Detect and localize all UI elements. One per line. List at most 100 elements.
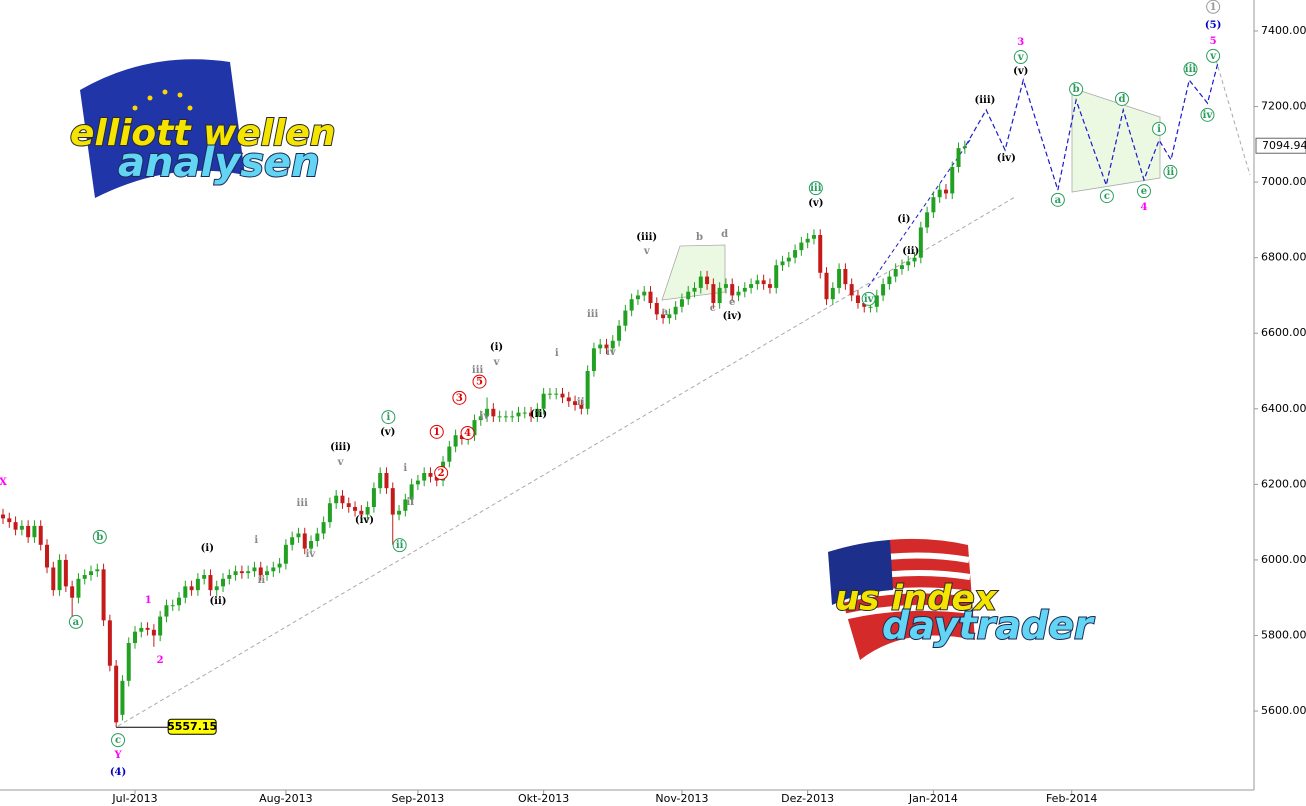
wave-label: ii xyxy=(396,540,404,551)
wave-label: 3 xyxy=(456,393,463,404)
candle-body xyxy=(899,265,904,270)
last-price-box xyxy=(1255,137,1306,154)
wave-label: i xyxy=(555,348,559,359)
candle-body xyxy=(497,416,502,418)
label-circle xyxy=(808,181,823,196)
candle-body xyxy=(409,484,414,500)
wave-label: (v) xyxy=(808,198,823,209)
label-circle xyxy=(1136,184,1151,199)
candle-body xyxy=(918,227,923,258)
wave-label: 4 xyxy=(1141,202,1148,213)
candle-body xyxy=(793,250,798,258)
y-tick-label: 6800.00 xyxy=(1261,251,1306,264)
label-circle xyxy=(392,538,407,553)
wave-label: X xyxy=(0,477,7,488)
candle-body xyxy=(415,480,420,485)
trend-line xyxy=(117,196,1016,727)
wave-label: i xyxy=(254,535,258,546)
label-circle xyxy=(861,291,876,306)
candle-body xyxy=(296,533,301,538)
wave-label: (4) xyxy=(110,767,126,778)
logo-text: elliott wellen xyxy=(70,113,336,154)
candle-body xyxy=(227,575,232,579)
candle-body xyxy=(522,412,527,414)
label-circle xyxy=(1152,121,1167,136)
wave-label: (iii) xyxy=(975,95,996,106)
logo-text: analysen xyxy=(118,140,320,186)
wave-label: (iii) xyxy=(636,232,657,243)
candle-body xyxy=(32,525,37,538)
wave-label: v xyxy=(1017,52,1025,63)
candle-body xyxy=(824,272,829,300)
candle-body xyxy=(912,257,917,262)
wave-label: (iv) xyxy=(723,311,742,322)
candle-body xyxy=(648,291,653,304)
candle-body xyxy=(950,166,955,194)
candle-body xyxy=(195,578,200,591)
candle-body xyxy=(7,518,12,523)
label-circle xyxy=(1099,189,1114,204)
candle-body xyxy=(139,627,144,632)
label-circle xyxy=(68,614,83,629)
candle-body xyxy=(63,559,68,587)
candle-body xyxy=(233,571,238,576)
candle-body xyxy=(208,575,213,591)
wave-label: b xyxy=(696,232,703,243)
candle-body xyxy=(937,189,942,198)
wave-label: iii xyxy=(1185,64,1197,75)
y-tick-label: 7400.00 xyxy=(1261,24,1306,37)
candle-body xyxy=(774,265,779,288)
candle-body xyxy=(711,284,716,304)
candle-body xyxy=(95,569,100,572)
label-circle xyxy=(1206,48,1221,63)
x-tick-label: Aug-2013 xyxy=(259,792,312,805)
wave-label: iv xyxy=(864,294,875,305)
wave-label: iv xyxy=(306,549,317,560)
candle-body xyxy=(89,571,94,576)
candle-body xyxy=(837,269,842,288)
candle-body xyxy=(158,616,163,636)
candle-body xyxy=(573,401,578,406)
candle-body xyxy=(755,280,760,285)
candle-body xyxy=(107,620,112,666)
candle-body xyxy=(849,284,854,296)
wave-label: 1 xyxy=(145,595,152,606)
candle-body xyxy=(736,291,741,296)
label-circle xyxy=(1050,192,1065,207)
candle-body xyxy=(1,514,5,519)
candle-body xyxy=(472,420,477,436)
x-tick-label: Dez-2013 xyxy=(781,792,834,805)
y-tick-label: 6600.00 xyxy=(1261,326,1306,339)
candle-body xyxy=(874,295,879,307)
candle-body xyxy=(327,503,332,523)
label-circle xyxy=(92,529,107,544)
candle-body xyxy=(428,473,433,477)
candle-body xyxy=(686,291,691,300)
candle-body xyxy=(855,295,860,304)
wave-label: (i) xyxy=(897,214,910,225)
candle-body xyxy=(566,397,571,402)
candle-body xyxy=(353,507,358,511)
candle-body xyxy=(202,575,207,579)
candle-body xyxy=(956,148,961,167)
candle-body xyxy=(661,314,666,319)
label-circle xyxy=(1114,91,1129,106)
candle-body xyxy=(302,533,307,549)
candle-body xyxy=(925,212,930,228)
candle-body xyxy=(818,234,823,273)
candle-body xyxy=(767,284,772,288)
wave-label: d xyxy=(721,229,728,240)
wave-label: iii xyxy=(297,498,309,509)
wave-label: 2 xyxy=(157,655,164,666)
candle-body xyxy=(19,525,24,530)
wave-label: (ii) xyxy=(209,596,226,607)
candle-body xyxy=(717,287,722,304)
wave-label: i xyxy=(403,463,407,474)
candle-body xyxy=(321,522,326,534)
candle-body xyxy=(698,276,703,288)
label-circle xyxy=(1206,0,1221,14)
wave-label: (i) xyxy=(490,342,503,353)
candle-body xyxy=(397,510,402,515)
label-circle xyxy=(452,390,467,405)
candle-body xyxy=(290,537,295,545)
